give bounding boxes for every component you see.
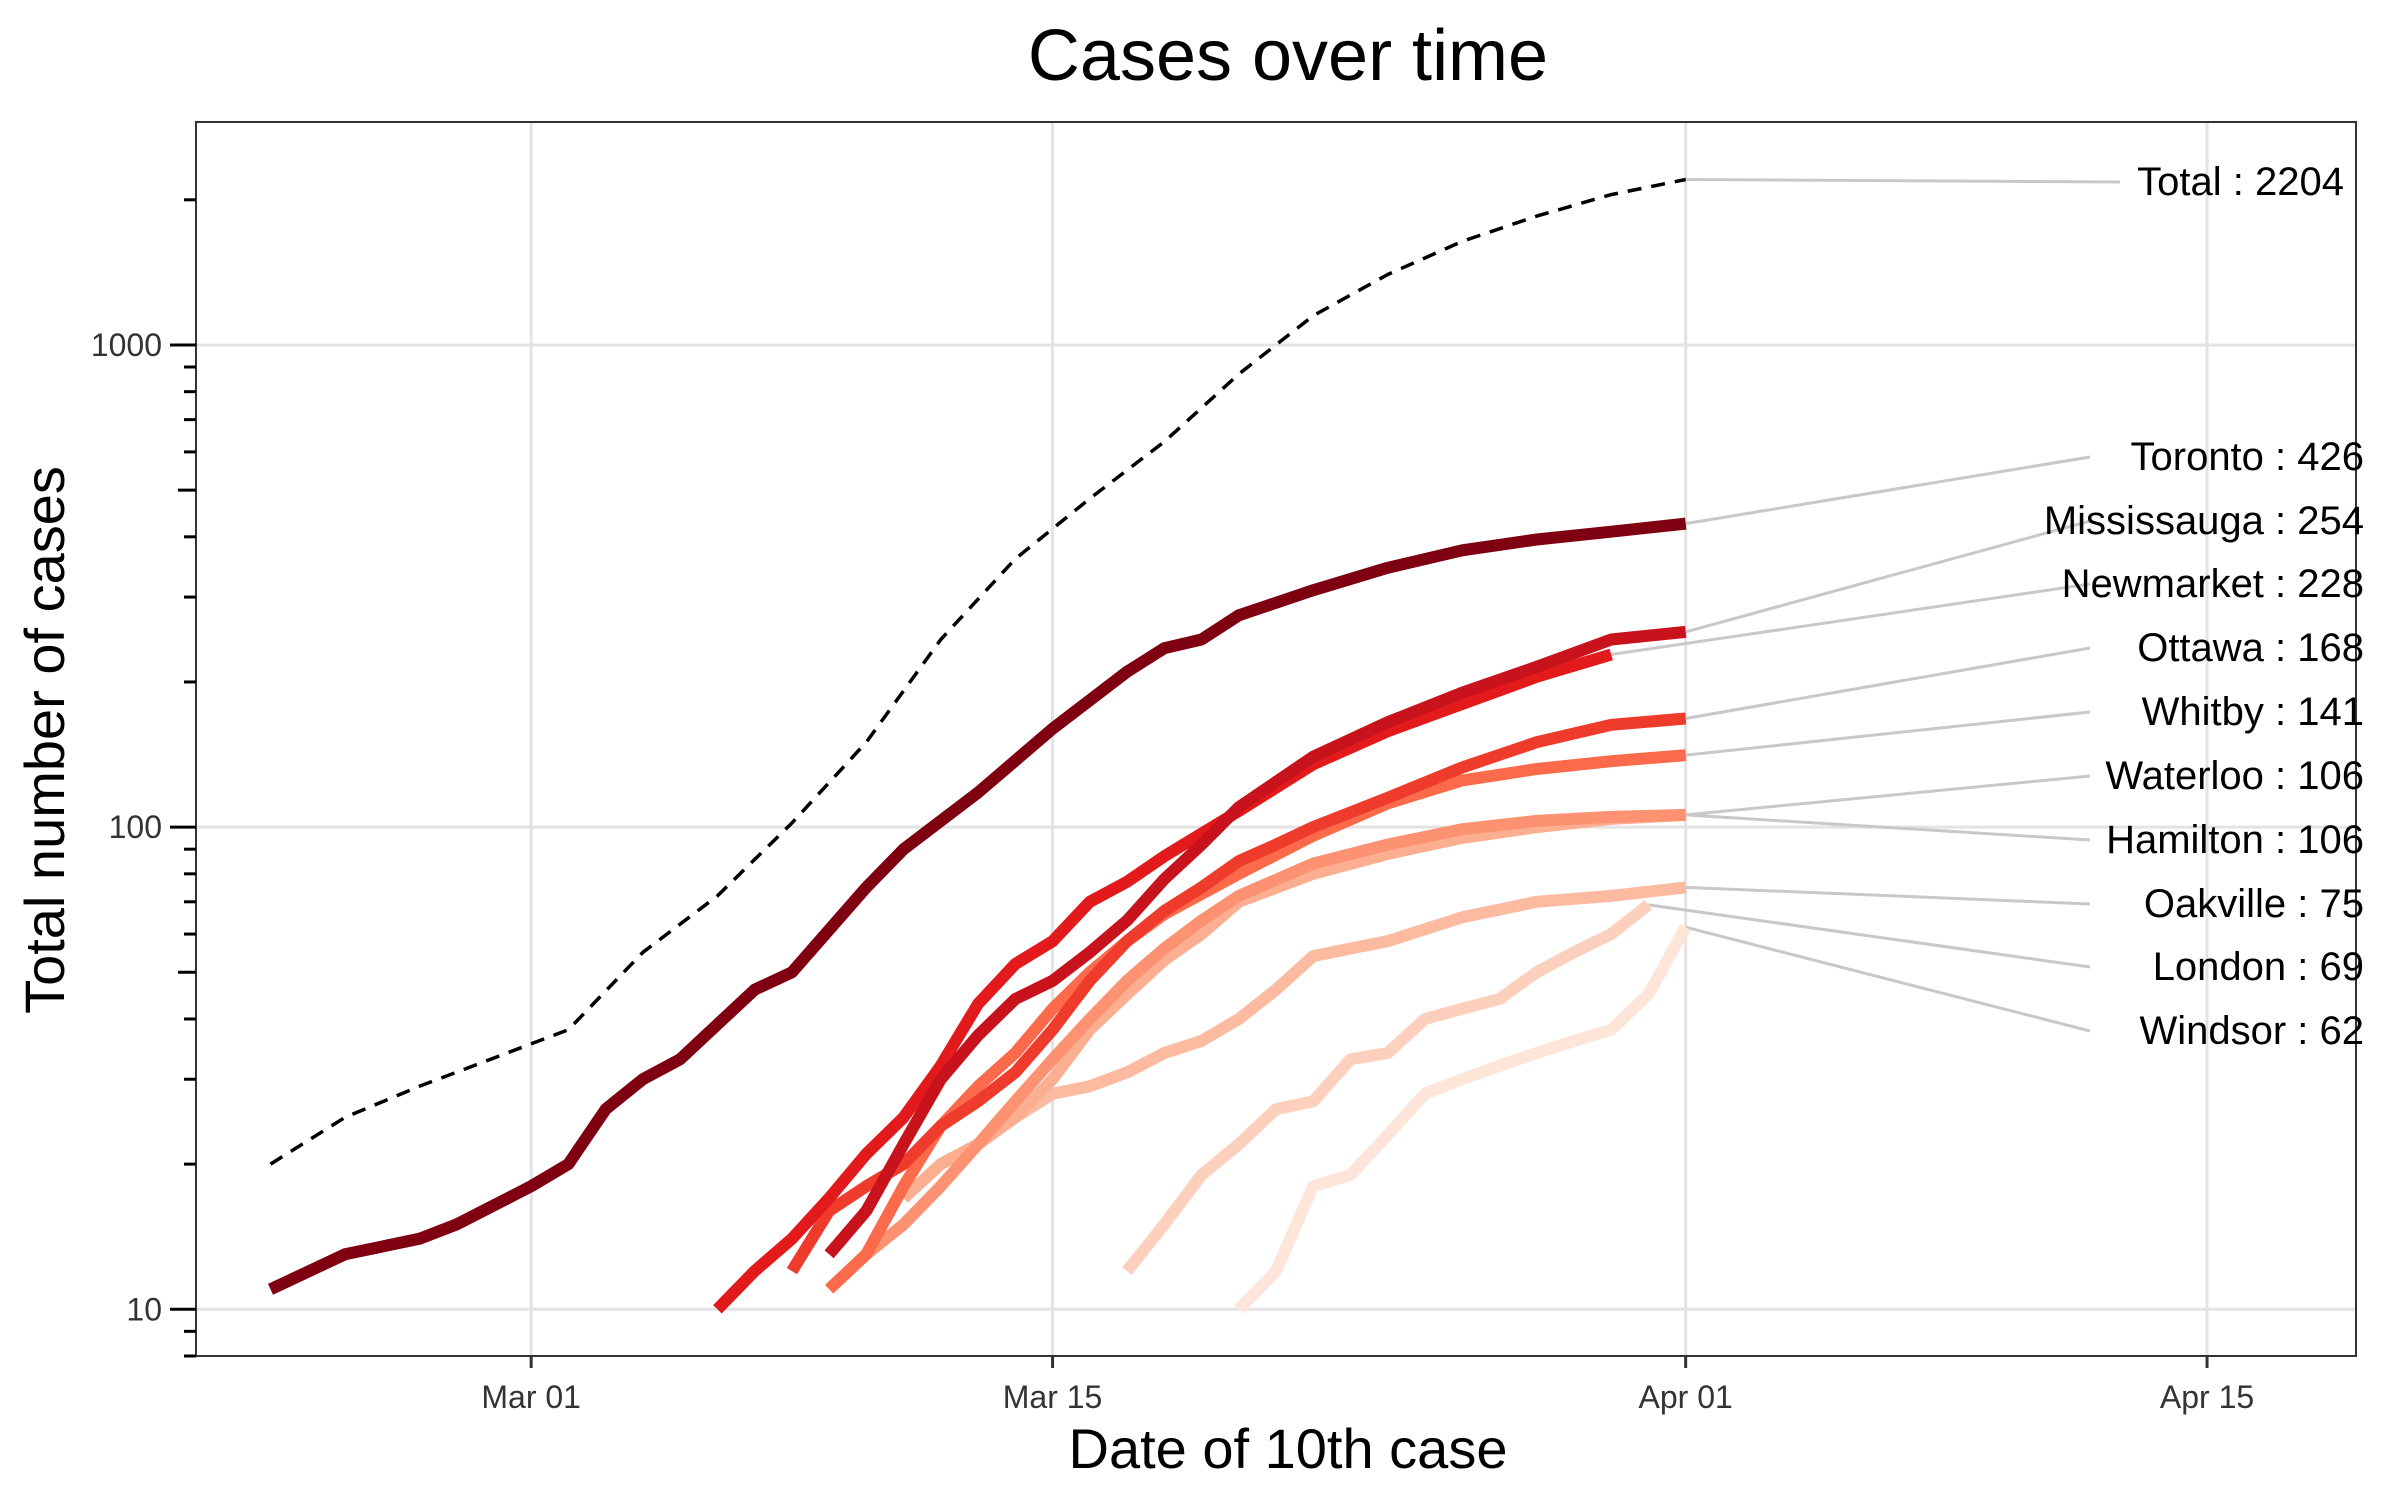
leader-line — [1685, 710, 2091, 757]
grid-lines — [196, 122, 2356, 1356]
leader-line — [1685, 925, 2091, 1033]
plot-panel-border — [195, 121, 2357, 1357]
series-line-toronto — [267, 517, 1687, 1295]
series-label-ottawa: Ottawa : 168 — [2137, 626, 2364, 670]
x-axis-title: Date of 10th case — [1069, 1417, 1508, 1480]
series-label-hamilton: Hamilton : 106 — [2106, 818, 2364, 862]
leader-line — [1685, 813, 2091, 842]
series-line-windsor — [1234, 924, 1691, 1314]
series-line-ottawa — [786, 712, 1687, 1275]
y-tick-label: 10 — [126, 1291, 162, 1327]
series-label-london: London : 69 — [2153, 945, 2364, 989]
series-line-london — [1122, 900, 1653, 1275]
y-tick-label: 100 — [109, 809, 162, 845]
series-line-waterloo — [862, 808, 1686, 1259]
y-axis-title: Total number of cases — [13, 466, 76, 1014]
chart-title: Cases over time — [1028, 16, 1548, 96]
series-label-oakville: Oakville : 75 — [2144, 882, 2364, 926]
leader-line — [1610, 582, 2091, 657]
leader-line — [1685, 885, 2091, 906]
series-label-whitby: Whitby : 141 — [2142, 690, 2364, 734]
x-tick-label: Apr 15 — [2160, 1379, 2254, 1415]
series-line-total — [269, 177, 1687, 1166]
leader-line — [1685, 519, 2091, 634]
series-label-toronto: Toronto : 426 — [2131, 435, 2365, 479]
series-label-total: Total : 2204 — [2137, 160, 2344, 204]
x-tick-label: Mar 15 — [1003, 1379, 1103, 1415]
series-line-oakville — [1012, 881, 1687, 1123]
leader-line — [1648, 903, 2091, 969]
leader-line — [1685, 646, 2091, 720]
series-end-labels: Total : 2204 Toronto : 426 Mississauga : 2… — [2044, 160, 2364, 1053]
leader-line — [1685, 455, 2091, 526]
axes: Mar 01 Mar 15 Apr 01 Apr 15 10 100 1000 — [91, 198, 2254, 1415]
series-label-mississauga: Mississauga : 254 — [2044, 499, 2364, 543]
x-tick-label: Mar 01 — [481, 1379, 581, 1415]
y-tick-label: 1000 — [91, 327, 162, 363]
label-leader-lines — [1610, 177, 2121, 1033]
series-label-waterloo: Waterloo : 106 — [2105, 754, 2364, 798]
series-line-whitby — [824, 749, 1687, 1294]
series-line-mississauga — [824, 625, 1687, 1259]
x-tick-label: Apr 01 — [1639, 1379, 1733, 1415]
leader-line — [1685, 177, 2121, 184]
leader-line — [1685, 774, 2091, 817]
series-lines — [267, 177, 1691, 1314]
series-label-windsor: Windsor : 62 — [2139, 1009, 2364, 1053]
series-label-newmarket: Newmarket : 228 — [2062, 562, 2364, 606]
series-line-newmarket — [713, 648, 1613, 1314]
